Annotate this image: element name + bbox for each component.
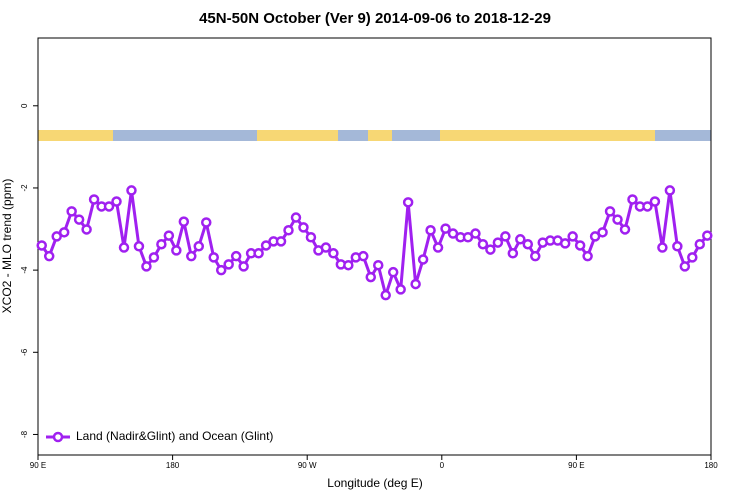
point (141, 261, 152, 272)
point (604, 206, 616, 217)
point (230, 250, 242, 262)
point (201, 217, 212, 228)
point (619, 224, 631, 235)
point (589, 231, 601, 242)
y-tick-label: -2 (20, 184, 29, 192)
point (275, 236, 287, 247)
y-tick-label: -6 (20, 348, 29, 356)
point (88, 194, 100, 205)
point (186, 250, 197, 262)
point (627, 194, 638, 205)
point (515, 234, 526, 245)
point (365, 271, 377, 283)
legend-label: Land (Nadir&Glint) and Ocean (Glint) (76, 429, 273, 443)
point (358, 250, 369, 262)
point (500, 231, 511, 242)
point (58, 227, 70, 238)
point (305, 232, 317, 243)
point (111, 196, 122, 207)
point (260, 240, 272, 251)
x-tick-label: 180 (166, 461, 180, 470)
chart-title: 45N-50N October (Ver 9) 2014-09-06 to 20… (199, 10, 551, 27)
land-band (257, 130, 338, 141)
point (380, 289, 391, 301)
point (290, 212, 302, 223)
point (395, 284, 406, 295)
land-band (440, 130, 655, 141)
point (642, 201, 653, 212)
point (387, 266, 399, 278)
point (328, 248, 339, 259)
x-axis-label: Longitude (deg E) (327, 476, 422, 490)
point (118, 242, 130, 253)
point (559, 238, 571, 249)
point (402, 197, 414, 208)
point (672, 241, 683, 252)
point (36, 240, 47, 251)
point (193, 241, 205, 252)
point (223, 259, 234, 270)
point (73, 214, 85, 225)
point (417, 254, 429, 265)
x-tick-label: 90 W (298, 461, 317, 470)
point (574, 240, 586, 251)
point (148, 252, 160, 263)
point (343, 259, 354, 271)
point (485, 244, 496, 255)
y-tick-label: -4 (20, 266, 29, 274)
x-tick-label: 90 E (30, 461, 46, 470)
point (171, 245, 182, 256)
point (215, 264, 227, 276)
land-band (38, 130, 113, 141)
point (133, 241, 145, 252)
point (410, 278, 421, 290)
point (253, 248, 264, 259)
y-tick-label: -8 (20, 430, 29, 438)
point (440, 223, 451, 234)
point (530, 250, 541, 262)
point (425, 225, 436, 236)
point (163, 230, 175, 241)
x-tick-label: 90 E (568, 461, 584, 470)
point (238, 261, 249, 272)
point (679, 261, 691, 272)
x-tick-label: 0 (440, 461, 445, 470)
point (567, 231, 578, 242)
point (432, 242, 444, 253)
point (372, 259, 384, 271)
point (81, 224, 92, 235)
y-axis-label: XCO2 - MLO trend (ppm) (0, 179, 14, 314)
point (522, 238, 534, 250)
point (470, 228, 481, 239)
x-tick-label: 180 (704, 461, 718, 470)
point (66, 206, 77, 217)
point (156, 238, 167, 250)
point (582, 250, 593, 262)
y-tick-label: 0 (20, 103, 29, 108)
point (702, 230, 713, 241)
land-band (368, 130, 392, 141)
point (649, 196, 661, 207)
point (507, 248, 519, 259)
point (597, 227, 608, 238)
legend-marker (52, 431, 64, 443)
point (694, 238, 706, 250)
point (477, 238, 489, 250)
point (664, 185, 676, 196)
point (208, 252, 219, 263)
point (126, 185, 137, 196)
point (43, 250, 55, 262)
point (298, 222, 309, 233)
point (178, 216, 190, 227)
point (612, 214, 623, 225)
point (103, 201, 115, 212)
point (320, 242, 332, 253)
land-ocean-strip (38, 130, 711, 141)
point (283, 225, 294, 236)
point (687, 252, 698, 263)
point (657, 242, 668, 253)
point (51, 231, 62, 242)
point (492, 237, 504, 248)
